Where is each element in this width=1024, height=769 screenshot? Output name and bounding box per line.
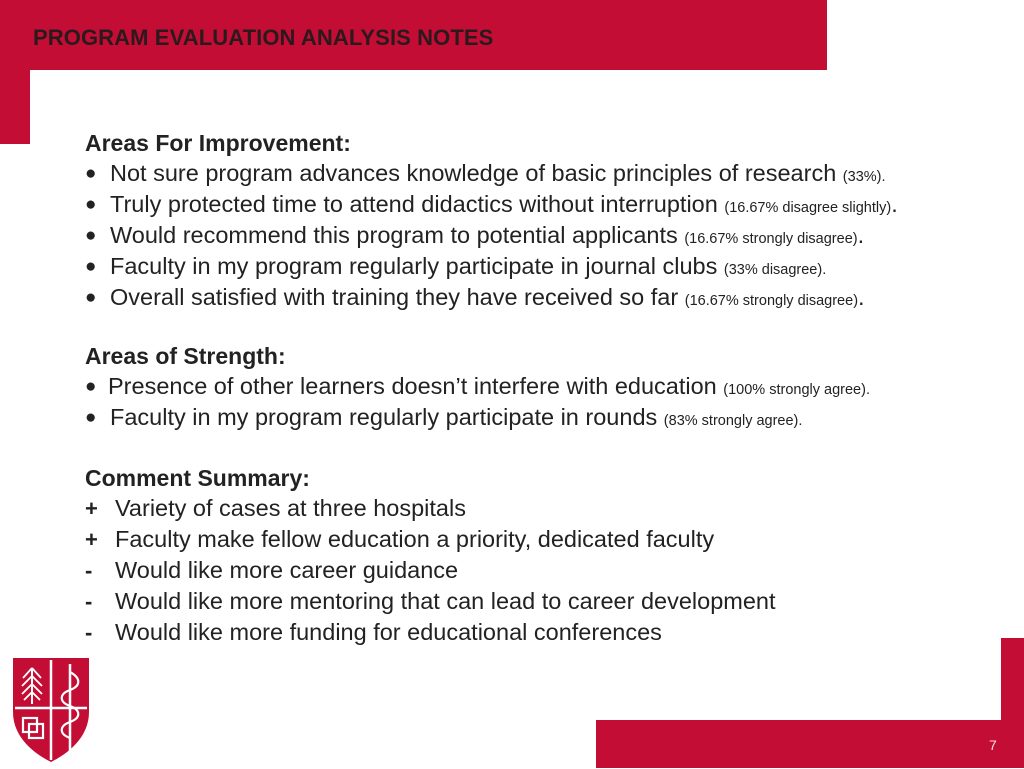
comment-item: - Would like more mentoring that can lea… [85, 586, 1005, 617]
comments-heading: Comment Summary: [85, 465, 310, 491]
bullet-icon: ● [85, 225, 97, 246]
improvement-item: ● Not sure program advances knowledge of… [85, 158, 1005, 189]
comment-item: + Faculty make fellow education a priori… [85, 524, 1005, 555]
header-accent [0, 70, 30, 144]
improvement-item: ● Truly protected time to attend didacti… [85, 189, 1005, 220]
improvement-heading: Areas For Improvement: [85, 130, 351, 156]
comment-item: + Variety of cases at three hospitals [85, 493, 1005, 524]
comment-item: - Would like more funding for educationa… [85, 617, 1005, 648]
shield-logo [11, 656, 91, 764]
slide-title: PROGRAM EVALUATION ANALYSIS NOTES [33, 25, 494, 50]
bullet-icon: ● [85, 287, 97, 308]
improvement-item: ● Faculty in my program regularly partic… [85, 251, 1005, 282]
footer-accent [1001, 638, 1024, 720]
minus-icon: - [85, 558, 93, 583]
bullet-icon: ● [85, 163, 97, 184]
strength-item: ● Faculty in my program regularly partic… [85, 402, 1005, 433]
page-number: 7 [989, 737, 997, 753]
strength-heading: Areas of Strength: [85, 343, 286, 369]
bullet-icon: ● [85, 256, 97, 277]
header-bar [0, 0, 827, 70]
improvement-item: ● Would recommend this program to potent… [85, 220, 1005, 251]
bullet-icon: ● [85, 194, 97, 215]
bullet-icon: ● [85, 376, 97, 397]
bullet-icon: ● [85, 407, 97, 428]
slide-content: Areas For Improvement: ● Not sure progra… [85, 128, 1005, 648]
comment-item: - Would like more career guidance [85, 555, 1005, 586]
footer-bar [596, 720, 1024, 768]
strength-item: ● Presence of other learners doesn’t int… [85, 371, 1005, 402]
minus-icon: - [85, 589, 93, 614]
plus-icon: + [85, 496, 98, 521]
improvement-item: ● Overall satisfied with training they h… [85, 282, 1005, 313]
plus-icon: + [85, 527, 98, 552]
minus-icon: - [85, 620, 93, 645]
